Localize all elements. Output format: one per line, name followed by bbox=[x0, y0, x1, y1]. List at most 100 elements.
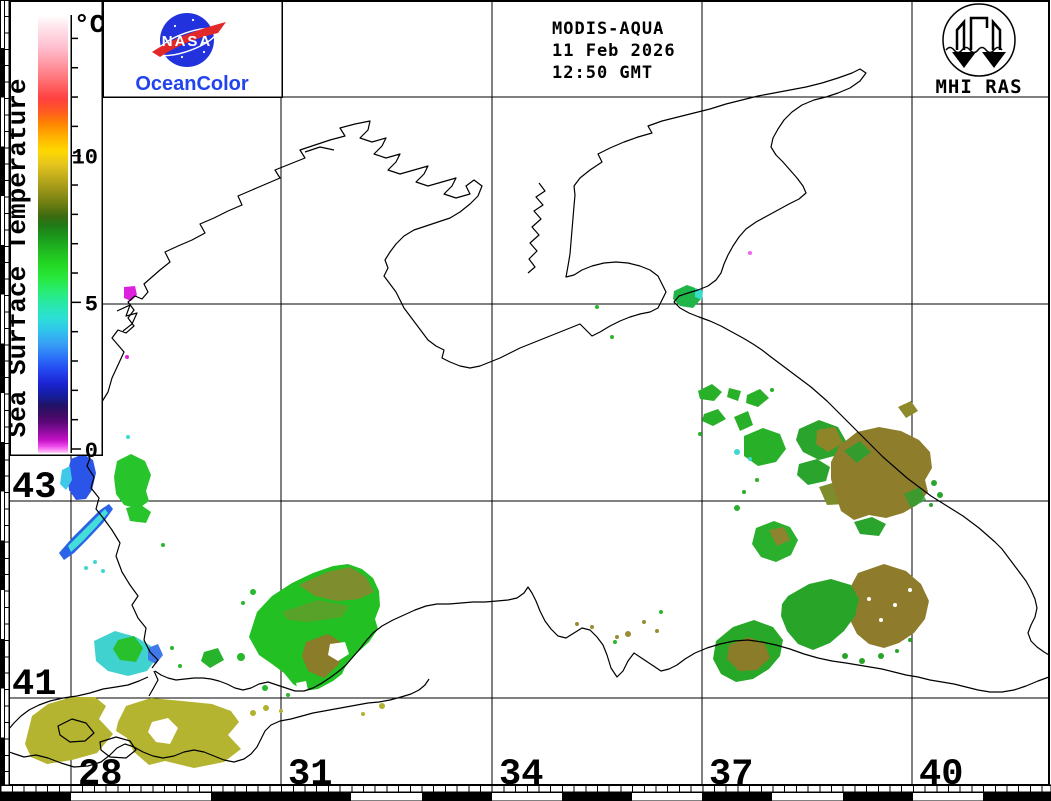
sst-patch bbox=[113, 636, 143, 662]
sst-speckle bbox=[250, 710, 256, 716]
coastline-segment bbox=[116, 304, 138, 332]
coastline-segment bbox=[2, 676, 149, 737]
sst-speckle bbox=[93, 560, 97, 564]
colorbar-tick-label: 10 bbox=[72, 146, 98, 171]
sst-patch bbox=[296, 681, 308, 692]
colorbar-tick-label: 5 bbox=[85, 292, 98, 317]
sst-speckle bbox=[878, 653, 884, 659]
sst-speckle bbox=[126, 435, 130, 439]
sst-patch bbox=[695, 288, 703, 300]
sst-speckle bbox=[929, 503, 933, 507]
sst-speckle bbox=[84, 566, 88, 570]
sst-speckle bbox=[659, 610, 663, 614]
sst-speckle bbox=[613, 640, 617, 644]
colorbar-unit-label: °C bbox=[74, 10, 105, 40]
sst-speckle bbox=[250, 589, 256, 595]
sst-patch bbox=[746, 389, 769, 407]
sst-speckle bbox=[893, 603, 897, 607]
colorbar-gradient bbox=[38, 15, 68, 453]
coastline-segment bbox=[148, 670, 159, 697]
sst-patch bbox=[68, 509, 108, 552]
sst-speckle bbox=[161, 543, 165, 547]
sst-speckle bbox=[262, 685, 268, 691]
sst-speckle bbox=[937, 492, 943, 498]
latitude-label: 43 bbox=[12, 467, 56, 509]
sst-speckle bbox=[895, 649, 899, 653]
oceancolor-label: OceanColor bbox=[135, 73, 249, 95]
sst-speckle bbox=[625, 631, 631, 637]
image-info-block: MODIS-AQUA 11 Feb 2026 12:50 GMT bbox=[552, 19, 676, 83]
sst-speckle bbox=[575, 622, 579, 626]
graticule-grid bbox=[9, 1, 1049, 785]
nasa-wordmark: NASA bbox=[162, 33, 213, 50]
sst-speckle bbox=[742, 490, 746, 494]
sst-speckles bbox=[84, 251, 943, 716]
sst-speckle bbox=[379, 703, 385, 709]
sst-patch bbox=[201, 648, 224, 668]
coastline-segment bbox=[573, 68, 1050, 656]
sst-patch bbox=[126, 505, 151, 523]
sst-speckle bbox=[286, 693, 290, 697]
sst-speckle bbox=[590, 625, 594, 629]
sst-speckle bbox=[755, 478, 759, 482]
satellite-name: MODIS-AQUA bbox=[552, 19, 664, 39]
sst-speckle bbox=[734, 449, 740, 455]
coastline-segment bbox=[1, 678, 430, 768]
sst-patch bbox=[844, 441, 871, 463]
coastline-segment bbox=[304, 146, 335, 153]
sst-speckle bbox=[748, 251, 752, 255]
sst-speckle bbox=[279, 709, 283, 713]
sst-patch bbox=[25, 697, 113, 764]
sst-patches bbox=[25, 285, 932, 768]
sst-speckle bbox=[859, 658, 865, 664]
coastline-segment bbox=[527, 182, 546, 274]
sst-speckle bbox=[361, 712, 365, 716]
sst-speckle bbox=[170, 646, 174, 650]
mhi-boat-icon bbox=[952, 52, 1006, 68]
sst-speckle bbox=[698, 432, 702, 436]
sst-patch bbox=[854, 517, 886, 536]
sst-patch bbox=[769, 527, 790, 546]
sst-speckle bbox=[101, 569, 105, 573]
sst-speckle bbox=[125, 355, 129, 359]
sst-speckle bbox=[748, 457, 752, 461]
mhi-ras-label: MHI RAS bbox=[935, 76, 1022, 98]
sst-patch bbox=[727, 637, 770, 671]
sst-speckle bbox=[908, 588, 912, 592]
sst-speckle bbox=[655, 629, 659, 633]
sst-speckle bbox=[263, 705, 269, 711]
sst-speckle bbox=[867, 597, 871, 601]
coastline-segment bbox=[154, 586, 1050, 693]
image-date: 11 Feb 2026 bbox=[552, 41, 676, 61]
sst-patch bbox=[848, 564, 929, 648]
coastline bbox=[1, 68, 1050, 768]
sst-speckle bbox=[595, 305, 599, 309]
sst-patch bbox=[148, 644, 163, 664]
sst-patch bbox=[797, 459, 830, 485]
coastline-segment bbox=[99, 736, 137, 759]
sst-patch bbox=[702, 409, 726, 426]
sst-speckle bbox=[642, 620, 646, 624]
latitude-label: 41 bbox=[12, 664, 56, 706]
sst-speckle bbox=[237, 653, 245, 661]
image-time: 12:50 GMT bbox=[552, 63, 653, 83]
sst-speckle bbox=[770, 388, 774, 392]
sst-patch bbox=[744, 428, 786, 466]
nasa-swoosh-icon bbox=[152, 22, 226, 57]
sst-patch bbox=[898, 401, 918, 418]
colorbar-tick-label: 0 bbox=[85, 439, 98, 464]
sst-patch bbox=[282, 600, 349, 622]
coastline-segment bbox=[83, 120, 667, 669]
sst-patch bbox=[904, 487, 926, 508]
sst-patch bbox=[328, 642, 349, 661]
sst-patch bbox=[816, 427, 843, 452]
sst-patch bbox=[60, 466, 72, 490]
sst-speckle bbox=[178, 664, 182, 668]
sst-patch bbox=[148, 718, 178, 744]
coastline-segment bbox=[57, 718, 95, 743]
mhi-emblem-letters-icon bbox=[955, 16, 1002, 50]
sst-patch bbox=[116, 698, 241, 768]
